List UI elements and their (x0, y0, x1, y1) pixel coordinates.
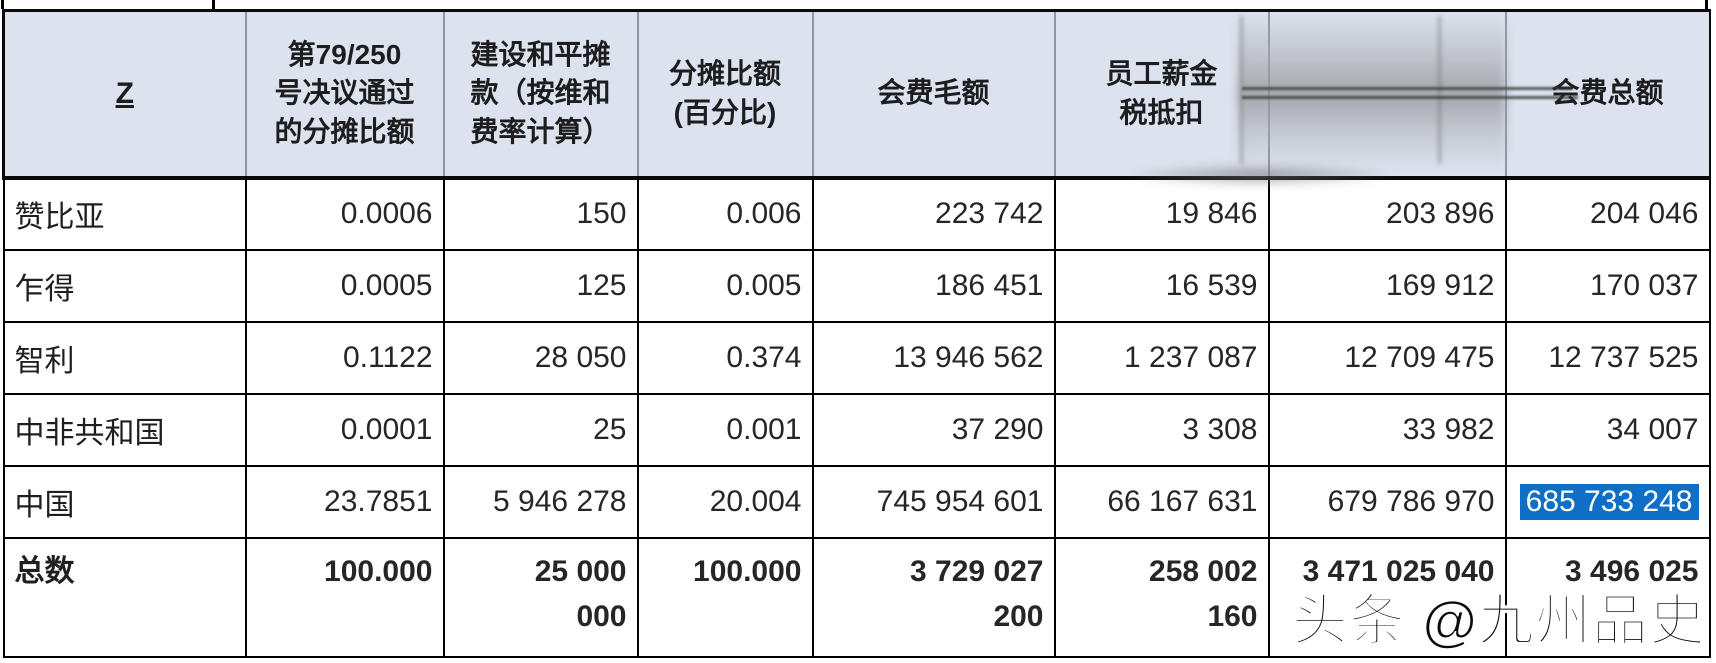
selected-text-highlight[interactable]: 685 733 248 (1519, 483, 1699, 520)
value-cell: 33 982 (1267, 392, 1507, 467)
value-cell: 0.006 (636, 176, 814, 251)
col-header-resolution-rate: 第79/250 号决议通过 的分摊比额 (244, 9, 445, 180)
col-header-gross-contribution: 会费毛额 (811, 9, 1056, 180)
value-cell: 5 946 278 (442, 464, 639, 539)
total-label-cell: 总数 (2, 536, 247, 658)
total-value-cell: 258 002 160 (1053, 536, 1270, 658)
table-row-chile: 智利 0.1122 28 050 0.374 13 946 562 1 237 … (2, 320, 1711, 395)
value-cell: 0.0006 (244, 176, 445, 251)
watermark: 头条 @九州品史 (1291, 588, 1706, 653)
value-cell: 0.0005 (244, 248, 445, 323)
remnant-border-tick (212, 0, 215, 9)
blurred-header-region (1238, 12, 1506, 170)
value-cell: 0.001 (636, 392, 814, 467)
total-value-cell: 100.000 (244, 536, 445, 658)
remnant-border-tick (1, 0, 4, 9)
blur-spill-below-header (1125, 163, 1395, 187)
value-cell: 66 167 631 (1053, 464, 1270, 539)
table-row-total: 总数 100.000 25 000 000 100.000 3 729 027 20… (2, 536, 1711, 658)
total-value-cell: 100.000 (636, 536, 814, 658)
table-row-central-african-republic: 中非共和国 0.0001 25 0.001 37 290 3 308 33 98… (2, 392, 1711, 467)
value-cell: 20.004 (636, 464, 814, 539)
country-cell: 智利 (2, 320, 247, 395)
value-cell: 37 290 (811, 392, 1056, 467)
table-row-chad: 乍得 0.0005 125 0.005 186 451 16 539 169 9… (2, 248, 1711, 323)
value-cell: 12 709 475 (1267, 320, 1507, 395)
value-cell: 19 846 (1053, 176, 1270, 251)
value-cell: 745 954 601 (811, 464, 1056, 539)
table-row-zambia: 赞比亚 0.0006 150 0.006 223 742 19 846 203 … (2, 176, 1711, 251)
value-cell: 34 007 (1504, 392, 1711, 467)
value-cell: 0.374 (636, 320, 814, 395)
value-cell: 3 308 (1053, 392, 1270, 467)
country-cell: 乍得 (2, 248, 247, 323)
blur-vertical-streak (1240, 16, 1243, 164)
country-cell: 赞比亚 (2, 176, 247, 251)
value-cell: 1 237 087 (1053, 320, 1270, 395)
value-cell: 223 742 (811, 176, 1056, 251)
col-header-country: Z (2, 9, 247, 180)
country-cell: 中非共和国 (2, 392, 247, 467)
total-value-cell: 3 729 027 200 (811, 536, 1056, 658)
blur-horizontal-streak (1242, 87, 1572, 90)
value-cell: 0.1122 (244, 320, 445, 395)
col-header-country-label: Z (115, 77, 134, 111)
value-cell: 28 050 (442, 320, 639, 395)
value-cell: 25 (442, 392, 639, 467)
blur-vertical-streak (1438, 16, 1441, 164)
col-header-rate-percent: 分摊比额 (百分比) (636, 9, 814, 180)
value-cell: 679 786 970 (1267, 464, 1507, 539)
country-cell: 中国 (2, 464, 247, 539)
value-cell: 16 539 (1053, 248, 1270, 323)
remnant-border-tick (1705, 0, 1708, 9)
table-top-remnant (0, 0, 1716, 9)
value-cell: 23.7851 (244, 464, 445, 539)
value-cell: 150 (442, 176, 639, 251)
value-cell: 125 (442, 248, 639, 323)
value-cell: 685 733 248 (1504, 464, 1711, 539)
value-cell: 203 896 (1267, 176, 1507, 251)
total-value-cell: 25 000 000 (442, 536, 639, 658)
total-value-cell: 3 471 025 040 (1267, 536, 1507, 658)
col-header-total-contribution: 会费总额 (1504, 9, 1711, 180)
value-cell: 170 037 (1504, 248, 1711, 323)
table-row-china: 中国 23.7851 5 946 278 20.004 745 954 601 … (2, 464, 1711, 539)
value-cell: 13 946 562 (811, 320, 1056, 395)
col-header-peacebuilding: 建设和平摊 款（按维和 费率计算） (442, 9, 639, 180)
value-cell: 186 451 (811, 248, 1056, 323)
value-cell: 204 046 (1504, 176, 1711, 251)
col-header-staff-tax-deduction: 员工薪金 税抵扣 (1053, 9, 1270, 180)
total-value-cell: 3 496 025 (1504, 536, 1711, 658)
value-cell: 0.0001 (244, 392, 445, 467)
value-cell: 169 912 (1267, 248, 1507, 323)
blur-horizontal-streak (1242, 96, 1578, 99)
value-cell: 12 737 525 (1504, 320, 1711, 395)
value-cell: 0.005 (636, 248, 814, 323)
